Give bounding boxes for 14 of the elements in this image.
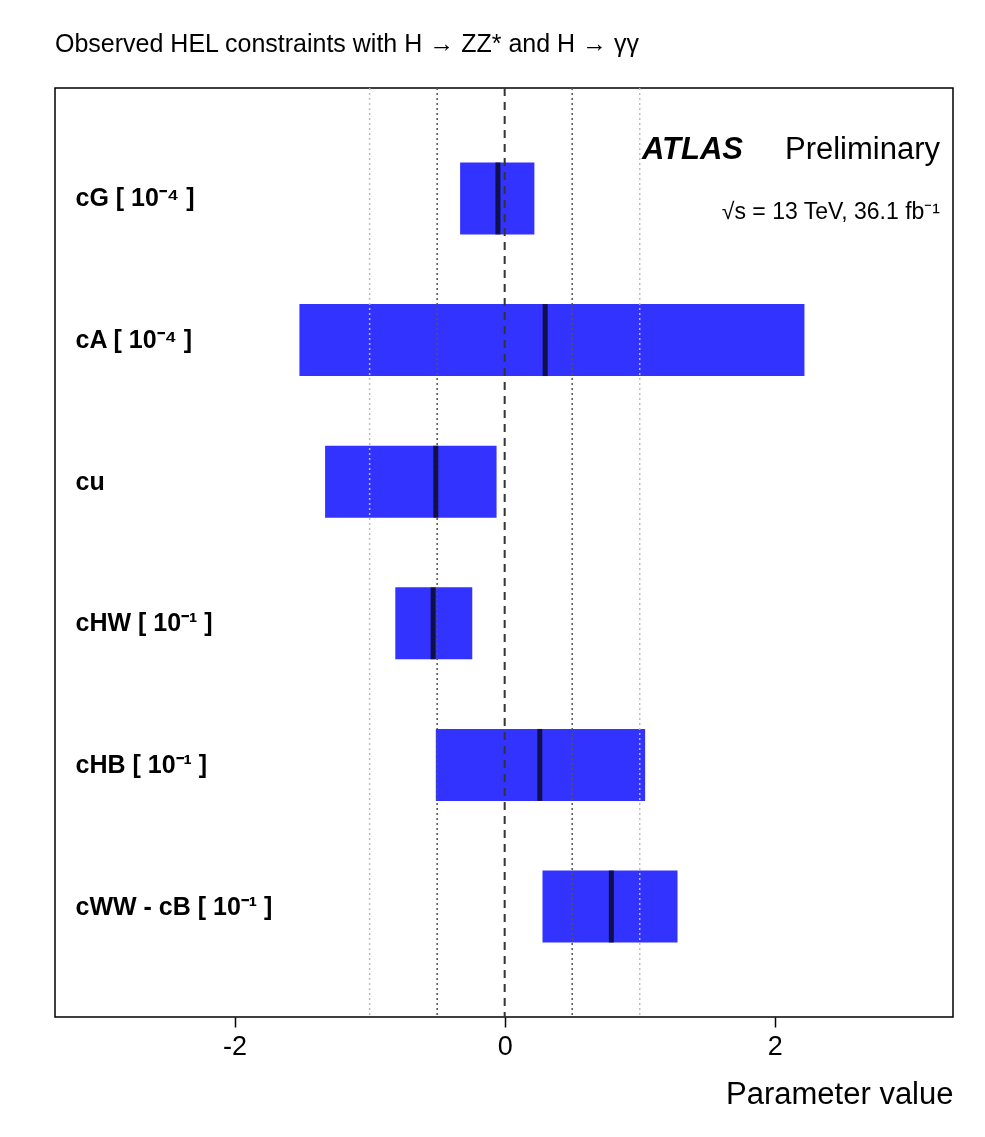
y-tick-label: cHB [ 10⁻¹ ]	[75, 749, 208, 778]
x-tick-label: 0	[497, 1030, 513, 1061]
y-tick-label: cG [ 10⁻⁴ ]	[75, 183, 195, 212]
y-tick-label: cA [ 10⁻⁴ ]	[75, 325, 193, 354]
x-axis-title: Parameter value	[726, 1075, 954, 1111]
y-tick-label: cu	[75, 466, 105, 495]
chart-title: Observed HEL constraints with H → ZZ* and H → γγ	[55, 29, 640, 57]
x-tick-label: -2	[223, 1030, 248, 1061]
annotation: ATLAS	[640, 131, 744, 166]
x-tick-label: 2	[767, 1030, 783, 1061]
y-tick-label: cWW - cB [ 10⁻¹ ]	[75, 891, 273, 920]
annotation: √s = 13 TeV, 36.1 fb⁻¹	[721, 198, 941, 224]
y-tick-label: cHW [ 10⁻¹ ]	[75, 608, 213, 637]
annotation: Preliminary	[784, 131, 941, 166]
